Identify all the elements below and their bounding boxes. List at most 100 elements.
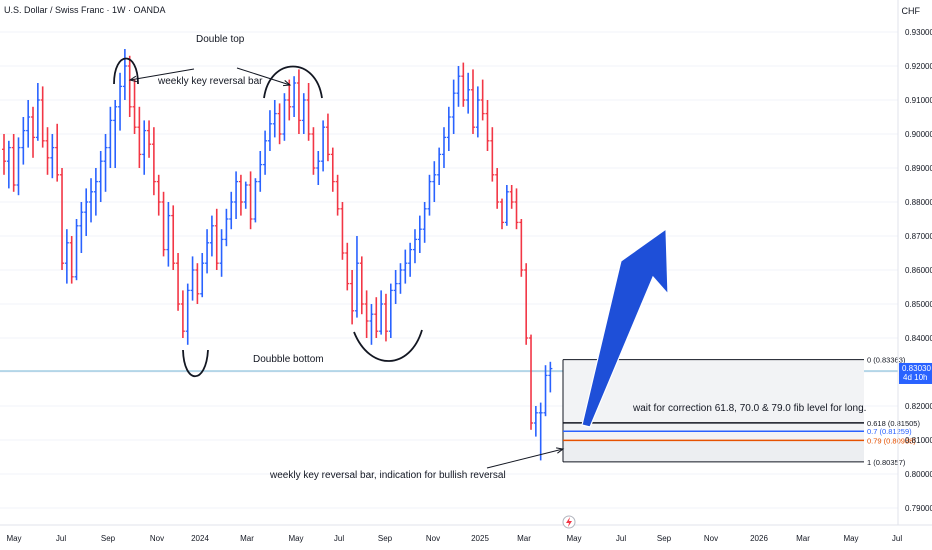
ohlc-bar (446, 106, 451, 151)
ohlc-bar (412, 229, 417, 264)
ohlc-bar (151, 127, 156, 196)
last-price-tag-bg (899, 362, 932, 384)
ohlc-bar (93, 168, 98, 216)
ohlc-bar (122, 49, 127, 100)
ohlc-bar (248, 171, 253, 230)
ohlc-bar (253, 178, 258, 223)
ohlc-bar (16, 137, 21, 196)
fib-zone-lower-fill (563, 440, 864, 462)
ohlc-bar (292, 76, 297, 117)
ohlc-bar (180, 290, 185, 338)
ohlc-bar (214, 208, 219, 270)
ohlc-bar (504, 185, 509, 226)
time-axis[interactable]: May Jul Sep Nov 2024 Mar May Jul Sep Nov 2025 Mar Ma… (0, 515, 932, 543)
double-bottom-arc-right[interactable] (353, 329, 423, 362)
ohlc-bar (229, 191, 234, 230)
reversal-arrow-left[interactable] (128, 68, 195, 83)
double-top-arc-right[interactable] (263, 65, 323, 99)
fib-note-label[interactable]: wait for correction 61.8, 70.0 & 79.0 fi… (632, 403, 866, 414)
ohlc-bar (543, 365, 548, 417)
double-bottom-arc-left[interactable] (182, 349, 209, 378)
ohlc-bar (21, 117, 26, 165)
arrow-head (282, 80, 292, 87)
ohlc-bar (209, 215, 214, 257)
ohlc-bar (470, 69, 475, 134)
ohlc-bar (258, 151, 263, 192)
ohlc-bar (422, 202, 427, 243)
ohlc-bar (243, 181, 248, 209)
ohlc-bar (335, 174, 340, 216)
ohlc-bar (11, 134, 16, 192)
ohlc-bar (296, 69, 301, 134)
ohlc-bar (548, 361, 553, 393)
bolt-icon[interactable] (562, 515, 576, 529)
ohlc-bar (533, 406, 538, 437)
ohlc-bar (350, 270, 355, 325)
ohlc-bar (301, 93, 306, 134)
arrow-shaft (129, 68, 195, 81)
ohlc-bar (519, 219, 524, 277)
time-tick-label: 2024 (191, 534, 209, 543)
ohlc-bar (282, 93, 287, 141)
ohlc-bar (176, 253, 181, 311)
ohlc-bar (263, 130, 268, 175)
fib-retracement[interactable]: 0 (0.83363) 0.618 (0.81505)0.7 (0.81259)0… (562, 356, 920, 467)
bullish-reversal-arrow[interactable] (486, 447, 565, 469)
price-tick-label: 0.82000 (905, 402, 932, 411)
ohlc-bar (524, 263, 529, 345)
ohlc-bar (509, 185, 514, 209)
ohlc-bar (6, 140, 11, 189)
time-tick-label: Sep (101, 534, 116, 543)
ohlc-bar (2, 134, 6, 175)
reversal-bar-label[interactable]: weekly key reversal bar (157, 76, 263, 87)
arrow-head (556, 447, 565, 454)
time-tick-label: Jul (892, 534, 902, 543)
price-tick-label: 0.84000 (905, 334, 932, 343)
bullish-reversal-label[interactable]: weekly key reversal bar, indication for … (269, 470, 506, 481)
ohlc-bar (35, 83, 40, 141)
chart-title: U.S. Dollar / Swiss Franc · 1W · OANDA (4, 5, 166, 15)
ohlc-bar (166, 202, 171, 267)
double-top-label[interactable]: Double top (196, 34, 245, 45)
ohlc-bar (403, 249, 408, 284)
ohlc-bar (205, 229, 210, 274)
double-bottom-label[interactable]: Doubble bottom (253, 354, 324, 365)
time-tick-label: Nov (426, 534, 440, 543)
ohlc-bar (369, 304, 374, 345)
fib-level-label: 0.79 (0.80988) (867, 436, 916, 445)
double-top-arc-left[interactable] (113, 57, 139, 85)
ohlc-bar (89, 178, 94, 223)
ohlc-bar (40, 86, 45, 148)
ohlc-bar (480, 79, 485, 121)
time-tick-label: Mar (796, 534, 810, 543)
ohlc-bar (432, 161, 437, 202)
price-tick-label: 0.86000 (905, 266, 932, 275)
price-tick-label: 0.88000 (905, 198, 932, 207)
ohlc-bar (113, 100, 118, 168)
ohlc-bar (393, 270, 398, 304)
ohlc-bar (118, 72, 123, 131)
ohlc-bar (461, 62, 466, 107)
price-axis[interactable]: 0.790000.800000.810000.820000.830000.840… (897, 0, 932, 525)
bullish-projection-arrow[interactable] (581, 227, 669, 428)
ohlc-bar (26, 100, 31, 148)
ohlc-bar (287, 79, 292, 121)
time-tick-label: Sep (657, 534, 672, 543)
fib-level-label: 0.7 (0.81259) (867, 427, 912, 436)
time-tick-label: Jul (334, 534, 344, 543)
chart-drawings[interactable]: Double top weekly key reversal bar Doubble… (113, 34, 866, 481)
ohlc-bar (137, 106, 142, 168)
time-tick-label: Mar (240, 534, 254, 543)
ohlc-bar (441, 127, 446, 168)
ohlc-bar (417, 215, 422, 253)
ohlc-bar (364, 290, 369, 338)
reversal-arrow-right[interactable] (236, 67, 292, 87)
arrow-head (128, 75, 137, 83)
ohlc-bar (156, 174, 161, 216)
ohlc-bar (127, 55, 132, 117)
time-tick-label: Jul (56, 534, 66, 543)
ohlc-bar (316, 151, 321, 185)
ohlc-bar (500, 198, 505, 230)
